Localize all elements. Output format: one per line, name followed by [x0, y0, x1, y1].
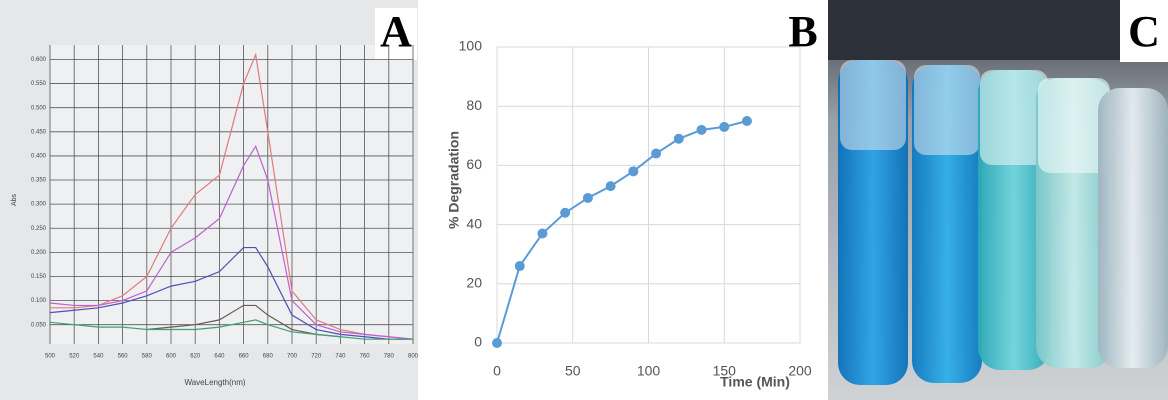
- x-tick-label: 760: [360, 354, 371, 360]
- x-tick-label: 150: [713, 363, 737, 379]
- y-tick-label: 0.400: [31, 153, 47, 159]
- x-tick-label: 580: [142, 354, 153, 360]
- y-tick-label: 0.150: [31, 274, 47, 280]
- data-point: [719, 122, 729, 132]
- data-point: [537, 228, 547, 238]
- y-tick-label: 80: [466, 97, 482, 113]
- x-tick-label: 540: [93, 354, 104, 360]
- x-tick-label: 800: [408, 354, 419, 360]
- data-point: [674, 134, 684, 144]
- y-tick-label: 0.350: [31, 178, 47, 184]
- x-axis-label: WaveLength(nm): [184, 378, 245, 387]
- panel-letter: C: [1128, 7, 1160, 56]
- data-point: [560, 208, 570, 218]
- x-tick-label: 740: [335, 354, 346, 360]
- x-tick-label: 100: [637, 363, 661, 379]
- data-point: [492, 338, 502, 348]
- x-tick-label: 200: [788, 363, 812, 379]
- y-tick-label: 0.050: [31, 322, 47, 328]
- x-tick-label: 50: [565, 363, 581, 379]
- figure: A B C WaveLength(nm) Abs Time (Min) % De…: [0, 0, 1168, 400]
- panel-letter: A: [380, 7, 412, 56]
- series-line: [497, 121, 747, 343]
- y-tick-label: 0.100: [31, 298, 47, 304]
- panel-letter: B: [788, 7, 817, 56]
- y-tick-label: 0: [474, 334, 482, 350]
- y-axis-label: % Degradation: [446, 131, 462, 229]
- y-tick-label: 0.250: [31, 226, 47, 232]
- x-tick-label: 700: [287, 354, 298, 360]
- x-tick-label: 600: [166, 354, 177, 360]
- y-tick-label: 40: [466, 215, 482, 231]
- x-tick-label: 780: [384, 354, 395, 360]
- data-point: [697, 125, 707, 135]
- y-tick-label: 20: [466, 275, 482, 291]
- data-point: [628, 166, 638, 176]
- y-tick-label: 0.500: [31, 105, 47, 111]
- y-axis-label: Abs: [11, 193, 18, 206]
- x-tick-label: 500: [45, 354, 56, 360]
- x-tick-label: 0: [493, 363, 501, 379]
- x-tick-label: 720: [311, 354, 322, 360]
- x-tick-label: 620: [190, 354, 201, 360]
- y-tick-label: 0.300: [31, 202, 47, 208]
- x-tick-label: 680: [263, 354, 274, 360]
- data-point: [515, 261, 525, 271]
- photo: [828, 0, 1168, 400]
- x-tick-label: 660: [239, 354, 250, 360]
- y-tick-label: 0.450: [31, 129, 47, 135]
- x-tick-label: 560: [118, 354, 129, 360]
- data-point: [606, 181, 616, 191]
- y-tick-label: 0.200: [31, 250, 47, 256]
- data-point: [651, 149, 661, 159]
- y-tick-label: 100: [459, 38, 483, 54]
- x-tick-label: 640: [214, 354, 225, 360]
- data-point: [742, 116, 752, 126]
- data-point: [583, 193, 593, 203]
- y-tick-label: 0.600: [31, 57, 47, 63]
- plot-area: [50, 45, 413, 344]
- y-tick-label: 0.550: [31, 81, 47, 87]
- x-tick-label: 520: [69, 354, 80, 360]
- y-tick-label: 60: [466, 156, 482, 172]
